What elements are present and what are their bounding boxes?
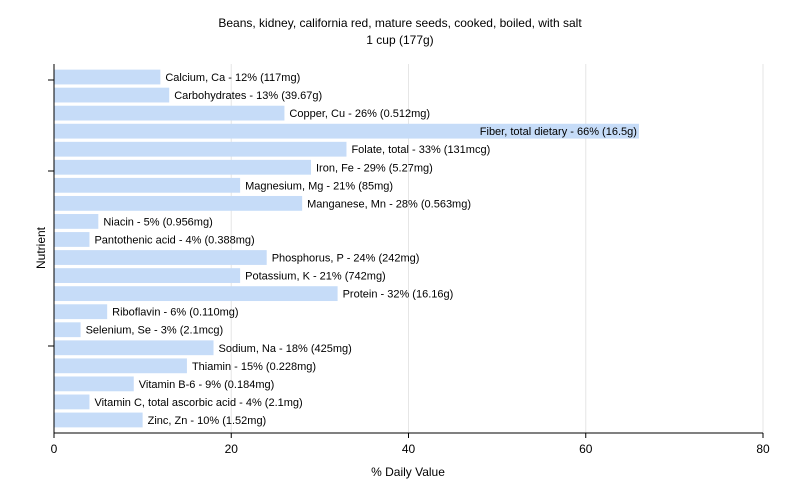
chart-subtitle: 1 cup (177g) [366,33,433,47]
bar-data-label: Selenium, Se - 3% (2.1mcg) [86,325,224,337]
bar [54,250,267,265]
bar-data-label: Copper, Cu - 26% (0.512mg) [289,108,430,120]
bar [54,340,214,356]
bar [54,412,143,428]
bar [54,123,639,139]
bar [54,87,170,103]
bar-data-label: Magnesium, Mg - 21% (85mg) [245,180,393,192]
bar [54,232,90,247]
bar-data-label: Pantothenic acid - 4% (0.388mg) [94,234,254,246]
bar-data-label: Phosphorus, P - 24% (242mg) [272,253,420,265]
bar [54,69,161,85]
bar-data-label: Fiber, total dietary - 66% (16.5g) [480,126,637,138]
bar [54,304,108,320]
y-axis-label: Nutrient [34,226,48,269]
bars-group [54,69,639,428]
x-axis-label: % Daily Value [371,465,445,479]
x-tick-label: 20 [225,442,239,456]
bar-data-label: Sodium, Na - 18% (425mg) [219,343,352,355]
bar [54,177,241,193]
bar-data-label: Riboflavin - 6% (0.110mg) [112,307,238,319]
bar [54,394,90,410]
x-tick-label: 40 [402,442,416,456]
x-tick-label: 0 [51,442,58,456]
bar [54,268,241,283]
bar-data-label: Manganese, Mn - 28% (0.563mg) [307,198,471,210]
bar-labels-group: Calcium, Ca - 12% (117mg) Carbohydrates -… [86,72,637,427]
x-tick-label: 80 [756,442,770,456]
bar-data-label: Niacin - 5% (0.956mg) [103,216,212,228]
bar [54,214,99,229]
bar [54,322,81,338]
bar-data-label: Iron, Fe - 29% (5.27mg) [316,162,433,174]
bar-data-label: Calcium, Ca - 12% (117mg) [165,72,300,84]
bar-data-label: Carbohydrates - 13% (39.67g) [174,90,322,102]
bar-data-label: Vitamin C, total ascorbic acid - 4% (2.1… [94,397,302,409]
bar [54,376,134,392]
axes-group: 0 20 40 60 80 [48,64,770,456]
bar-data-label: Protein - 32% (16.16g) [343,289,454,301]
bar [54,159,312,175]
chart-title: Beans, kidney, california red, mature se… [218,16,582,30]
bar-data-label: Potassium, K - 21% (742mg) [245,271,386,283]
bar [54,358,187,374]
bar-data-label: Zinc, Zn - 10% (1.52mg) [148,415,267,427]
bar [54,286,338,302]
bar [54,105,285,121]
bar-data-label: Thiamin - 15% (0.228mg) [192,361,316,373]
x-tick-label: 60 [579,442,593,456]
bar-data-label: Folate, total - 33% (131mcg) [351,144,490,156]
bar [54,195,303,211]
bar-data-label: Vitamin B-6 - 9% (0.184mg) [139,379,275,391]
bar [54,141,347,157]
